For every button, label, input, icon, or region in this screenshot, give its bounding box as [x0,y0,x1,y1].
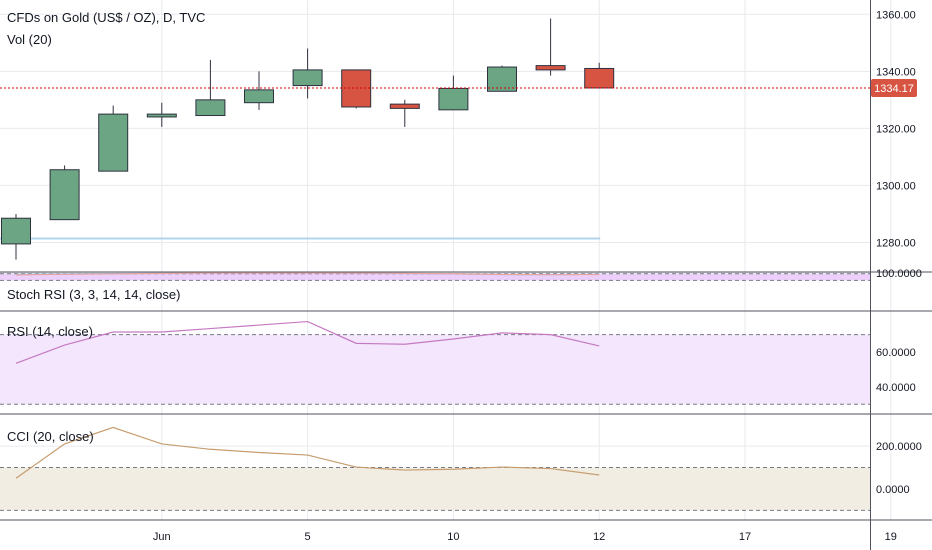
candles [1,18,615,260]
time-tick-label: 17 [739,531,751,543]
pane-separators [0,271,932,415]
cci-band [0,467,870,511]
time-tick-label: 19 [885,531,897,543]
candle-up [146,113,177,118]
stoch-rsi-legend[interactable]: Stoch RSI (3, 3, 14, 14, close) [7,287,180,302]
rsi-legend[interactable]: RSI (14, close) [7,324,93,339]
rsi-line [15,320,600,364]
candle-up [195,99,226,117]
price-tick-label: 1280.00 [876,237,916,249]
rsi-tick-label: 40.0000 [876,382,916,394]
candle-up [438,87,469,111]
time-axis-bg [0,520,932,550]
price-tick-label: 1340.00 [876,66,916,78]
indicator-lines [15,272,600,479]
candle-up [1,217,31,245]
cci-tick-label: 200.0000 [876,441,922,453]
bands [0,273,870,511]
last-price-label: 1334.17 [874,83,914,95]
time-tick-label: 12 [593,531,605,543]
candle-down [584,67,615,89]
candle-down [535,65,566,71]
rsi-band [0,334,870,405]
price-tick-label: 1320.00 [876,123,916,135]
time-axis[interactable]: Jun51012171924 [153,531,932,543]
candle-down [389,103,420,109]
stoch-tick-label: 100.0000 [876,268,922,280]
candle-up [244,89,274,104]
rsi-tick-label: 60.0000 [876,347,916,359]
time-tick-label: Jun [153,531,171,543]
time-tick-label: 10 [447,531,459,543]
cci-line [15,426,600,479]
price-tick-label: 1360.00 [876,9,916,21]
cci-tick-label: 0.0000 [876,484,910,496]
price-tick-label: 1300.00 [876,180,916,192]
volume-legend[interactable]: Vol (20) [7,32,52,47]
time-tick-label: 5 [305,531,311,543]
last-price-badge-bg [871,78,917,97]
candle-up [487,66,517,92]
stoch-d-line [15,272,600,276]
candle-up [292,69,323,87]
last-price-badge: 1334.17 [871,78,917,97]
stoch-band [0,273,870,281]
cci-legend[interactable]: CCI (20, close) [7,429,94,444]
grid [0,0,892,520]
chart-title[interactable]: CFDs on Gold (US$ / OZ), D, TVC [7,10,205,25]
candle-up [49,169,80,221]
candle-up [98,113,129,172]
price-axis[interactable]: 1280.00 1300.00 1320.00 1340.00 1360.00 100.0… [876,9,922,496]
